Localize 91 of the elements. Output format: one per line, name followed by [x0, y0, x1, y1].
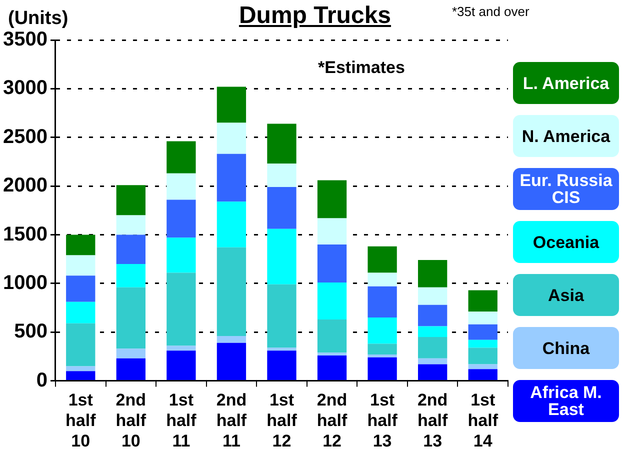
bar — [166, 173, 196, 200]
bar — [468, 290, 498, 312]
x-tick-label: 1st half 13 — [367, 390, 398, 450]
bar — [317, 352, 347, 356]
bar — [66, 302, 96, 324]
annotation: *Estimates — [318, 58, 405, 78]
bar — [66, 366, 96, 372]
bar — [418, 326, 448, 337]
bar — [216, 86, 246, 123]
bar — [166, 350, 196, 380]
bar — [267, 284, 296, 348]
text: *35t and over — [452, 4, 530, 19]
bar — [418, 358, 448, 364]
series-label: Africa M. East — [513, 380, 619, 422]
bar — [116, 215, 146, 235]
text: China — [513, 327, 619, 369]
bar — [468, 312, 498, 324]
y-tick-label: 1000 — [2, 272, 48, 294]
y-tick-label: 3000 — [2, 77, 48, 100]
text: Eur. Russia CIS — [513, 168, 619, 210]
bar — [216, 122, 246, 154]
bar — [216, 247, 246, 336]
bar — [267, 187, 296, 229]
x-tick-label: 2nd half 10 — [116, 390, 146, 450]
bar — [66, 234, 96, 256]
bar — [66, 371, 96, 380]
y-tick-label: 3500 — [2, 28, 48, 51]
bar — [267, 348, 296, 351]
y-tick-label: 2500 — [2, 126, 48, 148]
bar — [368, 318, 397, 344]
bar — [317, 319, 347, 353]
bar — [368, 354, 397, 358]
bar — [468, 364, 498, 370]
bar — [368, 286, 397, 318]
bar — [468, 369, 498, 380]
chart-title: Dump Trucks — [238, 2, 392, 30]
bar — [166, 238, 196, 273]
bar — [368, 272, 397, 286]
bar — [116, 185, 146, 216]
bar — [66, 323, 96, 366]
text: Oceania — [513, 221, 619, 263]
text: N. America — [513, 115, 619, 157]
bar — [166, 272, 196, 346]
bar — [317, 355, 347, 380]
x-tick-label: 1st half 14 — [468, 390, 498, 450]
x-tick-label: 1st half 10 — [66, 390, 96, 450]
bar — [317, 218, 347, 244]
bar — [267, 164, 296, 188]
bar — [66, 276, 96, 302]
bar — [166, 141, 196, 174]
bar — [216, 154, 246, 202]
bar — [368, 344, 397, 355]
bar — [418, 304, 448, 326]
bar — [216, 202, 246, 248]
y-axis-title: (Units) — [8, 8, 68, 30]
bar — [418, 364, 448, 380]
bar — [166, 200, 196, 238]
bar — [116, 264, 146, 288]
bar — [116, 348, 146, 358]
bar — [216, 336, 246, 343]
x-tick-label: 2nd half 11 — [216, 390, 247, 450]
bar — [267, 350, 296, 380]
x-tick-label: 1st half 12 — [266, 390, 298, 450]
bar — [317, 244, 347, 282]
y-tick-label: 2000 — [2, 174, 48, 197]
bar — [468, 340, 498, 348]
bar — [116, 287, 146, 349]
text: L. America — [513, 62, 619, 104]
bar — [166, 346, 196, 351]
bar — [468, 324, 498, 340]
bar — [267, 124, 296, 164]
bar — [368, 246, 397, 273]
bar — [418, 336, 448, 358]
x-tick-label: 2nd half 12 — [316, 390, 348, 450]
y-tick-label: 0 — [36, 369, 48, 392]
bar — [66, 255, 96, 276]
bar — [317, 282, 347, 320]
bar — [418, 260, 448, 288]
y-tick-label: 500 — [14, 320, 48, 343]
text: Asia — [513, 274, 619, 316]
bar — [116, 234, 146, 264]
bar — [368, 357, 397, 380]
bar — [418, 287, 448, 305]
bar — [267, 228, 296, 284]
bar — [317, 180, 347, 218]
x-tick-label: 2nd half 13 — [417, 390, 448, 450]
y-tick-label: 1500 — [2, 223, 48, 246]
bar — [116, 358, 146, 380]
bar — [216, 342, 246, 380]
x-tick-label: 1st half 11 — [166, 390, 197, 450]
bar — [468, 348, 498, 364]
